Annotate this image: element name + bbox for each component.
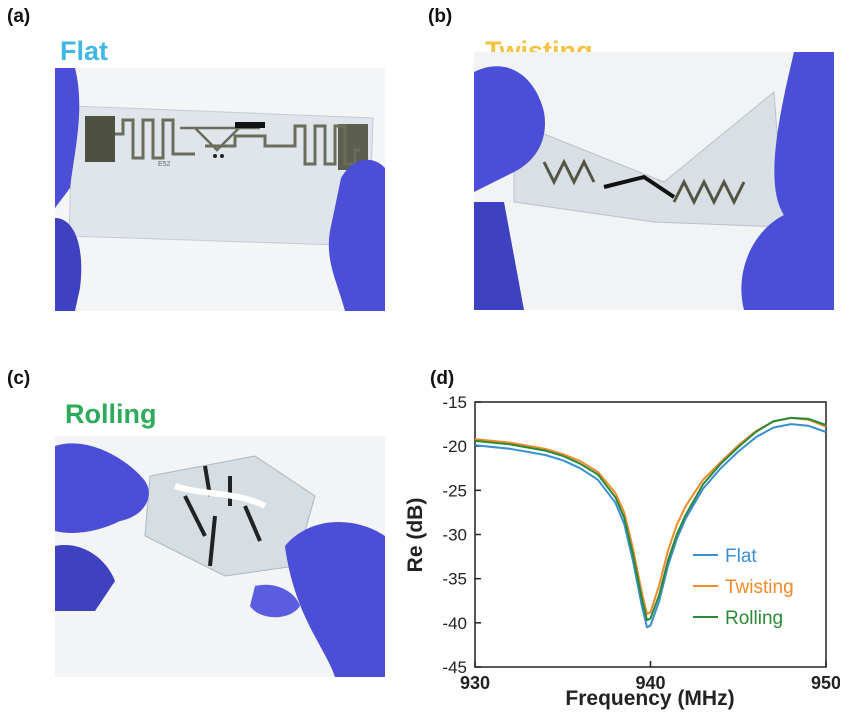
y-tick-label: -25 <box>442 481 467 500</box>
legend-label-rolling: Rolling <box>725 608 783 629</box>
rfid-antenna-icon <box>115 118 360 166</box>
panel-letter-b: (b) <box>428 6 453 27</box>
glove-icon <box>55 68 80 208</box>
x-tick-label: 950 <box>811 673 840 693</box>
y-tick-label: -40 <box>442 614 467 633</box>
legend-label-flat: Flat <box>725 546 757 567</box>
tag-print-text: E52 <box>158 161 171 168</box>
glove-icon-right <box>741 52 834 310</box>
antenna-pad-left <box>85 116 115 162</box>
series-line-flat <box>474 423 827 629</box>
glove-icon-right <box>285 522 385 677</box>
return-loss-chart: -15 -20 -25 -30 -35 -40 -45 930 940 950 Flat Twis… <box>404 393 840 710</box>
legend-label-twisting: Twisting <box>725 577 794 598</box>
y-tick-label: -35 <box>442 570 467 589</box>
glove-icon <box>474 66 545 192</box>
flat-label: Flat <box>60 36 109 66</box>
flat-photo: E52 <box>55 68 385 311</box>
panel-letter-d: (d) <box>430 368 455 389</box>
series-line-rolling <box>474 416 827 622</box>
glove-icon-right <box>328 159 385 311</box>
rolling-photo <box>55 436 385 677</box>
twisting-photo <box>474 52 834 310</box>
panel-letter-c: (c) <box>7 368 31 389</box>
panel-letter-a: (a) <box>7 6 31 27</box>
rolling-label: Rolling <box>65 399 157 429</box>
y-axis-label: Re (dB) <box>404 498 427 573</box>
y-tick-label: -45 <box>442 658 467 677</box>
x-tick-label: 930 <box>460 673 490 693</box>
y-tick-label: -30 <box>442 526 467 545</box>
y-tick-label: -15 <box>442 393 467 412</box>
glove-icon <box>55 443 149 533</box>
y-tick-label: -20 <box>442 437 467 456</box>
x-axis-label: Frequency (MHz) <box>565 687 734 710</box>
x-tick-label: 940 <box>635 673 665 693</box>
